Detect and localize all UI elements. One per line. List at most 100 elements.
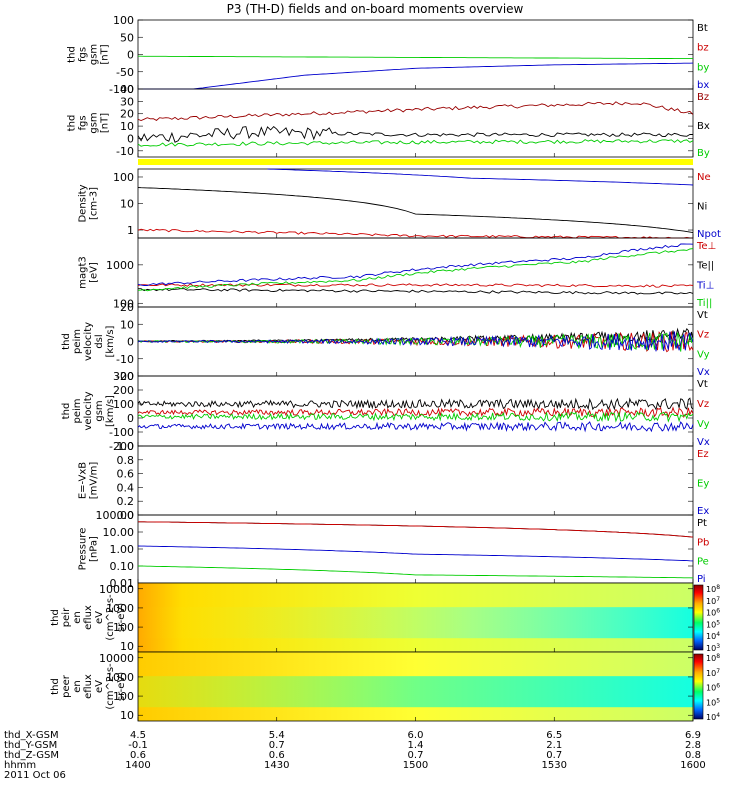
legend-Npot: Npot — [697, 229, 721, 240]
y-tick-label: 0 — [127, 132, 134, 145]
y-tick-label: 1.0 — [117, 440, 135, 453]
footer-value: -0.1 — [128, 740, 148, 751]
y-tick-label: 0 — [127, 336, 134, 349]
panel-frame — [137, 168, 694, 239]
colorbar — [693, 584, 704, 651]
panel-3: 100 10 1 Density[cm-3] Ne Ni Npot — [78, 168, 721, 240]
colorbar-label: 107 — [706, 668, 720, 678]
y-tick-label: 30 — [120, 95, 134, 108]
y-tick-label: 100.00 — [96, 509, 135, 522]
series-Pi — [137, 545, 694, 562]
colorbar-label: 105 — [706, 619, 720, 629]
y-tick-label: 100 — [113, 621, 134, 634]
footer-value: 0.8 — [685, 750, 701, 761]
legend-by: by — [697, 62, 709, 73]
y-axis-label: thdpeerenefluxeV(cm^2-s-sr-eV) — [50, 663, 127, 710]
footer-value: 6.9 — [685, 730, 701, 741]
legend-Vx: Vx — [697, 437, 710, 448]
y-tick-label: 0.8 — [117, 454, 135, 467]
legend-Ez: Ez — [697, 449, 709, 460]
colorbar — [693, 653, 704, 720]
y-tick-label: 1.00 — [110, 543, 135, 556]
footer-value: 0.6 — [269, 750, 285, 761]
y-axis-label: magt3[eV] — [78, 256, 100, 289]
y-tick-label: 0.01 — [110, 577, 135, 590]
y-axis-label: Pressure[nPa] — [78, 528, 100, 571]
colorbar-label: 106 — [706, 683, 720, 693]
y-axis-label: Density[cm-3] — [78, 184, 100, 222]
spectrogram-band — [138, 607, 693, 639]
legend-Vz: Vz — [697, 399, 709, 410]
series-Te⊥ — [137, 283, 694, 288]
footer-value: 1400 — [125, 760, 150, 771]
legend-Ti||: Ti|| — [696, 298, 712, 309]
figure-title: P3 (TH-D) fields and on-board moments ov… — [227, 2, 524, 16]
series-Bz — [137, 101, 694, 121]
colorbar-label: 103 — [706, 643, 720, 653]
panel-10: 108 107 106 105 104 10000 1000 100 10thdpeerenef… — [50, 651, 720, 722]
legend-Vy: Vy — [697, 419, 710, 430]
footer-value: 1500 — [403, 760, 428, 771]
y-tick-label: 10.00 — [103, 526, 135, 539]
y-tick-label: 10 — [120, 709, 134, 722]
legend-Vt: Vt — [697, 379, 708, 390]
footer-value: 0.7 — [269, 740, 285, 751]
footer-value: 5.4 — [269, 730, 285, 741]
footer-row-label: thd_X-GSM — [4, 730, 59, 741]
y-tick-label: 1000 — [106, 259, 134, 272]
colorbar-label: 105 — [706, 697, 720, 707]
y-tick-label: 100 — [113, 297, 134, 310]
series-Vy — [137, 410, 694, 423]
footer-value: 6.5 — [546, 730, 562, 741]
series-Vt — [137, 397, 694, 411]
y-tick-label: 50 — [120, 31, 134, 44]
series-bx — [138, 62, 694, 90]
series-Ne — [137, 228, 694, 239]
series-Ti|| — [137, 248, 694, 292]
footer-row-label: thd_Z-GSM — [4, 750, 59, 761]
y-tick-label: 0.0 — [117, 509, 135, 522]
footer-value: 1430 — [264, 760, 289, 771]
y-tick-label: 100 — [113, 171, 134, 184]
footer-date: 2011 Oct 06 — [4, 770, 66, 781]
y-axis-label: thdpeirenefluxeV(cm^2-s-sr-eV) — [50, 594, 127, 641]
footer-value: 0.7 — [546, 750, 562, 761]
y-axis-label: thdpeimvelocitygsm[km/s] — [61, 391, 116, 430]
y-tick-label: -50 — [116, 66, 134, 79]
y-tick-label: 100 — [113, 14, 134, 27]
series-Pt — [138, 521, 694, 538]
panel-frame — [137, 19, 694, 90]
legend-bz: bz — [697, 43, 709, 54]
legend-Ni: Ni — [697, 202, 707, 213]
panel-1: 100 50 0 -50 -100 thdfgsgsm[nT] Bt bz by bx — [67, 14, 710, 96]
spectrogram-band — [138, 676, 693, 708]
legend-Pi: Pi — [697, 574, 706, 585]
series-Pb — [138, 521, 694, 538]
panel-frame — [137, 237, 694, 308]
y-tick-label: 0.6 — [117, 468, 135, 481]
y-axis-label: E=-VxB[mV/m] — [78, 462, 100, 500]
series-Ni — [137, 187, 694, 234]
legend-Ti⊥: Ti⊥ — [696, 280, 714, 291]
colorbar-label: 108 — [706, 653, 720, 663]
panel-7: 1.00.80.60.40.20.0 E=-VxB[mV/m] Ez Ey Ex — [78, 440, 710, 522]
legend-Ex: Ex — [697, 506, 709, 517]
series-Vx — [137, 331, 694, 352]
footer-value: 1.4 — [408, 740, 424, 751]
y-tick-label: -100 — [109, 83, 134, 96]
colorbar-label: 107 — [706, 596, 720, 606]
legend-Vt: Vt — [697, 310, 708, 321]
legend-Te||: Te|| — [696, 261, 714, 272]
series-Vz — [137, 406, 694, 419]
panel-8: 100.00 10.00 1.00 0.10 0.01 Pressure[nPa] Pt Pb… — [78, 509, 710, 590]
yellow-status-bar — [138, 159, 693, 165]
series-Ti⊥ — [137, 243, 694, 286]
series-Vy — [137, 332, 694, 352]
y-tick-label: -100 — [109, 426, 134, 439]
y-tick-label: 200 — [113, 384, 134, 397]
footer-value: 1600 — [680, 760, 705, 771]
y-axis-label: thdfgsgsm[nT] — [67, 112, 111, 133]
series-Npot — [267, 168, 694, 186]
